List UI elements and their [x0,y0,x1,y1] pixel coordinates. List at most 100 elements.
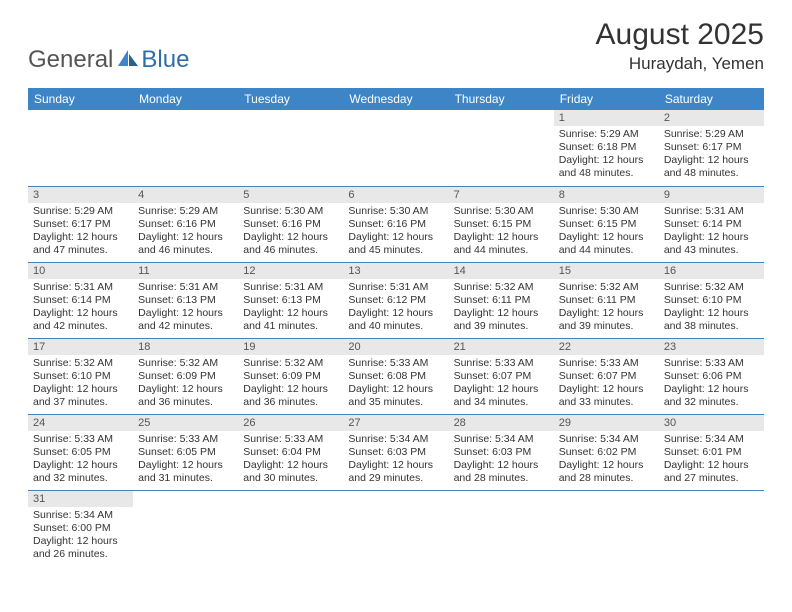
calendar-row: 10Sunrise: 5:31 AMSunset: 6:14 PMDayligh… [28,262,764,338]
sunset-text: Sunset: 6:10 PM [33,370,128,383]
daylight-text: and 46 minutes. [243,244,338,257]
day-number: 21 [449,339,554,355]
sunrise-text: Sunrise: 5:33 AM [664,357,759,370]
sunset-text: Sunset: 6:11 PM [454,294,549,307]
sunset-text: Sunset: 6:16 PM [243,218,338,231]
day-details: Sunrise: 5:34 AMSunset: 6:03 PMDaylight:… [343,431,448,490]
calendar-cell: 29Sunrise: 5:34 AMSunset: 6:02 PMDayligh… [554,414,659,490]
daylight-text: and 37 minutes. [33,396,128,409]
day-details: Sunrise: 5:33 AMSunset: 6:06 PMDaylight:… [659,355,764,414]
day-details: Sunrise: 5:34 AMSunset: 6:02 PMDaylight:… [554,431,659,490]
daylight-text: and 28 minutes. [454,472,549,485]
day-details: Sunrise: 5:33 AMSunset: 6:08 PMDaylight:… [343,355,448,414]
daylight-text: Daylight: 12 hours [348,231,443,244]
weekday-header: Thursday [449,88,554,110]
day-number: 19 [238,339,343,355]
weekday-header: Friday [554,88,659,110]
calendar-cell: 23Sunrise: 5:33 AMSunset: 6:06 PMDayligh… [659,338,764,414]
calendar-cell: 13Sunrise: 5:31 AMSunset: 6:12 PMDayligh… [343,262,448,338]
day-details: Sunrise: 5:32 AMSunset: 6:11 PMDaylight:… [449,279,554,338]
daylight-text: and 28 minutes. [559,472,654,485]
calendar-cell-empty [238,490,343,566]
sunset-text: Sunset: 6:02 PM [559,446,654,459]
day-details: Sunrise: 5:29 AMSunset: 6:16 PMDaylight:… [133,203,238,262]
calendar-cell: 15Sunrise: 5:32 AMSunset: 6:11 PMDayligh… [554,262,659,338]
sunrise-text: Sunrise: 5:33 AM [33,433,128,446]
daylight-text: Daylight: 12 hours [243,459,338,472]
title-block: August 2025 Huraydah, Yemen [596,18,764,74]
sunset-text: Sunset: 6:09 PM [243,370,338,383]
day-number: 28 [449,415,554,431]
day-number: 2 [659,110,764,126]
day-number: 30 [659,415,764,431]
sunset-text: Sunset: 6:00 PM [33,522,128,535]
sunrise-text: Sunrise: 5:29 AM [138,205,233,218]
logo-text-general: General [28,46,113,74]
daylight-text: Daylight: 12 hours [664,383,759,396]
sunset-text: Sunset: 6:04 PM [243,446,338,459]
calendar-cell: 12Sunrise: 5:31 AMSunset: 6:13 PMDayligh… [238,262,343,338]
day-number: 25 [133,415,238,431]
calendar-cell-empty [449,490,554,566]
day-details: Sunrise: 5:33 AMSunset: 6:07 PMDaylight:… [449,355,554,414]
daylight-text: Daylight: 12 hours [348,459,443,472]
sunset-text: Sunset: 6:12 PM [348,294,443,307]
day-details: Sunrise: 5:30 AMSunset: 6:16 PMDaylight:… [238,203,343,262]
sunrise-text: Sunrise: 5:31 AM [243,281,338,294]
day-number: 4 [133,187,238,203]
sunset-text: Sunset: 6:18 PM [559,141,654,154]
daylight-text: and 35 minutes. [348,396,443,409]
calendar-cell: 14Sunrise: 5:32 AMSunset: 6:11 PMDayligh… [449,262,554,338]
calendar-cell-empty [554,490,659,566]
daylight-text: and 44 minutes. [454,244,549,257]
daylight-text: and 45 minutes. [348,244,443,257]
day-number: 26 [238,415,343,431]
sunset-text: Sunset: 6:08 PM [348,370,443,383]
day-number: 8 [554,187,659,203]
sunrise-text: Sunrise: 5:33 AM [348,357,443,370]
day-details: Sunrise: 5:32 AMSunset: 6:10 PMDaylight:… [659,279,764,338]
daylight-text: and 36 minutes. [243,396,338,409]
day-details: Sunrise: 5:29 AMSunset: 6:17 PMDaylight:… [659,126,764,185]
calendar-cell: 8Sunrise: 5:30 AMSunset: 6:15 PMDaylight… [554,186,659,262]
daylight-text: and 31 minutes. [138,472,233,485]
daylight-text: Daylight: 12 hours [243,307,338,320]
day-number: 18 [133,339,238,355]
daylight-text: Daylight: 12 hours [138,231,233,244]
day-details: Sunrise: 5:32 AMSunset: 6:10 PMDaylight:… [28,355,133,414]
day-details: Sunrise: 5:30 AMSunset: 6:15 PMDaylight:… [554,203,659,262]
daylight-text: and 32 minutes. [33,472,128,485]
day-number: 29 [554,415,659,431]
calendar-row: 17Sunrise: 5:32 AMSunset: 6:10 PMDayligh… [28,338,764,414]
day-number: 3 [28,187,133,203]
day-details: Sunrise: 5:29 AMSunset: 6:18 PMDaylight:… [554,126,659,185]
sunrise-text: Sunrise: 5:32 AM [454,281,549,294]
daylight-text: and 36 minutes. [138,396,233,409]
daylight-text: Daylight: 12 hours [243,231,338,244]
daylight-text: and 30 minutes. [243,472,338,485]
sunset-text: Sunset: 6:13 PM [138,294,233,307]
daylight-text: and 39 minutes. [454,320,549,333]
daylight-text: Daylight: 12 hours [243,383,338,396]
calendar-cell: 7Sunrise: 5:30 AMSunset: 6:15 PMDaylight… [449,186,554,262]
daylight-text: and 39 minutes. [559,320,654,333]
logo-text-blue: Blue [141,46,189,74]
daylight-text: Daylight: 12 hours [138,383,233,396]
daylight-text: Daylight: 12 hours [348,383,443,396]
weekday-header-row: Sunday Monday Tuesday Wednesday Thursday… [28,88,764,110]
sunrise-text: Sunrise: 5:34 AM [33,509,128,522]
sail-icon [117,49,139,72]
day-number: 9 [659,187,764,203]
daylight-text: and 47 minutes. [33,244,128,257]
sunset-text: Sunset: 6:07 PM [454,370,549,383]
sunset-text: Sunset: 6:05 PM [138,446,233,459]
daylight-text: Daylight: 12 hours [559,307,654,320]
daylight-text: Daylight: 12 hours [454,307,549,320]
daylight-text: Daylight: 12 hours [33,535,128,548]
sunrise-text: Sunrise: 5:29 AM [559,128,654,141]
calendar-cell: 2Sunrise: 5:29 AMSunset: 6:17 PMDaylight… [659,110,764,186]
day-number: 27 [343,415,448,431]
calendar-cell: 28Sunrise: 5:34 AMSunset: 6:03 PMDayligh… [449,414,554,490]
sunset-text: Sunset: 6:16 PM [348,218,443,231]
daylight-text: and 29 minutes. [348,472,443,485]
